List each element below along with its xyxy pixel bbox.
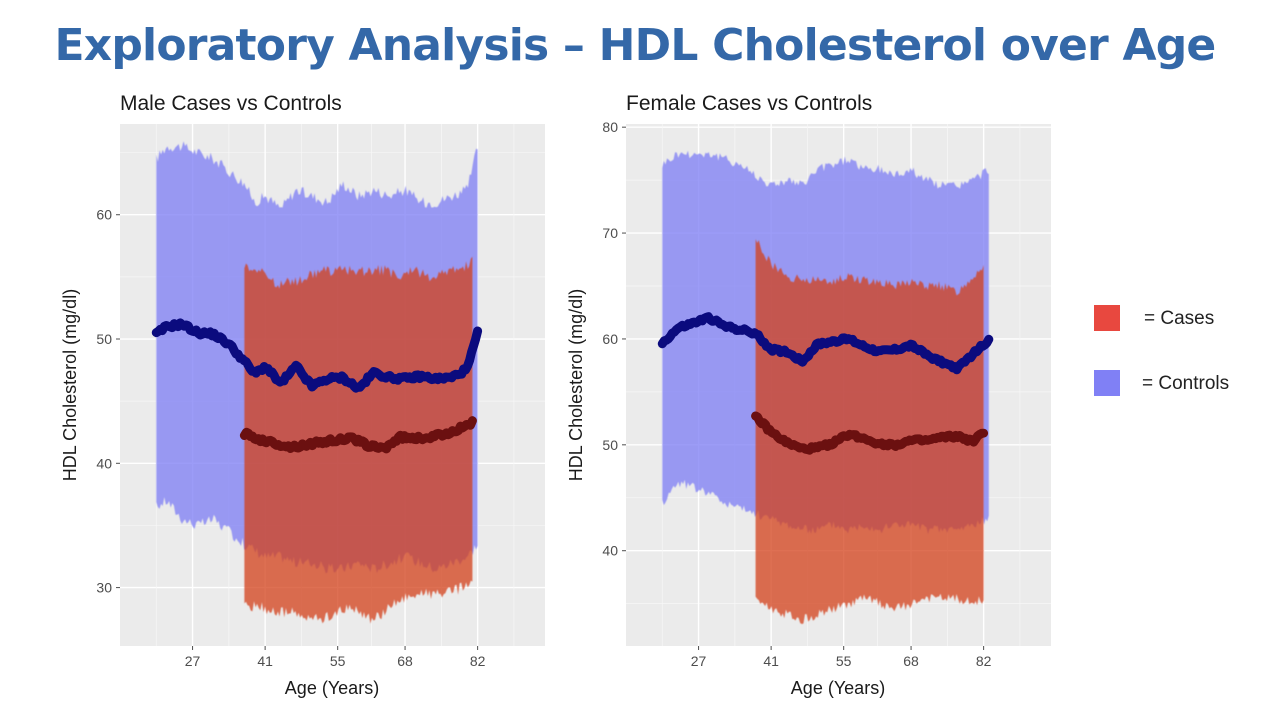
female-x-tick-label: 41 [763,653,779,669]
male-x-tick-label: 68 [397,653,413,669]
female-controls-mean-line [657,312,994,375]
male-y-axis-label: HDL Cholesterol (mg/dl) [60,289,80,481]
female-x-tick-label: 68 [903,653,919,669]
female-y-tick-label: 60 [602,331,618,347]
female-chart-title: Female Cases vs Controls [626,92,872,115]
male-cases-mean-line [239,416,477,454]
male-x-tick-label: 41 [257,653,273,669]
male-x-tick-label: 27 [185,653,201,669]
male-x-axis-label: Age (Years) [285,678,379,698]
female-y-tick-label: 70 [602,225,618,241]
male-x-tick-label: 55 [330,653,346,669]
male-y-tick-label: 60 [96,207,112,223]
slide-title: Exploratory Analysis – HDL Cholesterol o… [54,20,1217,71]
female-cases-ribbon-group [755,239,984,625]
legend-swatch-controls [1094,370,1120,396]
male-controls-mean-line [151,318,483,393]
legend-swatch-cases [1094,305,1120,331]
legend: = Cases = Controls [1094,305,1229,396]
female-cases-mean-line [751,411,989,455]
male-x-tick-label: 82 [470,653,486,669]
female-x-tick-label: 82 [976,653,992,669]
female-x-tick-label: 55 [836,653,852,669]
male-y-tick-label: 30 [96,580,112,596]
female-y-axis-label: HDL Cholesterol (mg/dl) [566,289,586,481]
legend-label-cases: = Cases [1144,308,1214,329]
female-x-tick-label: 27 [691,653,707,669]
female-y-tick-label: 40 [602,543,618,559]
male-chart-title: Male Cases vs Controls [120,92,342,115]
male-y-tick-label: 50 [96,331,112,347]
female-y-tick-label: 50 [602,437,618,453]
female-x-axis-label: Age (Years) [791,678,885,698]
male-chart-panel: Male Cases vs Controls Age (Years) HDL C… [60,92,545,698]
legend-label-controls: = Controls [1142,373,1229,394]
male-y-tick-label: 40 [96,455,112,471]
female-chart-panel: Female Cases vs Controls Age (Years) HDL… [566,92,1051,698]
female-y-tick-label: 80 [602,119,618,135]
female-cases-ribbon-core [755,239,984,625]
